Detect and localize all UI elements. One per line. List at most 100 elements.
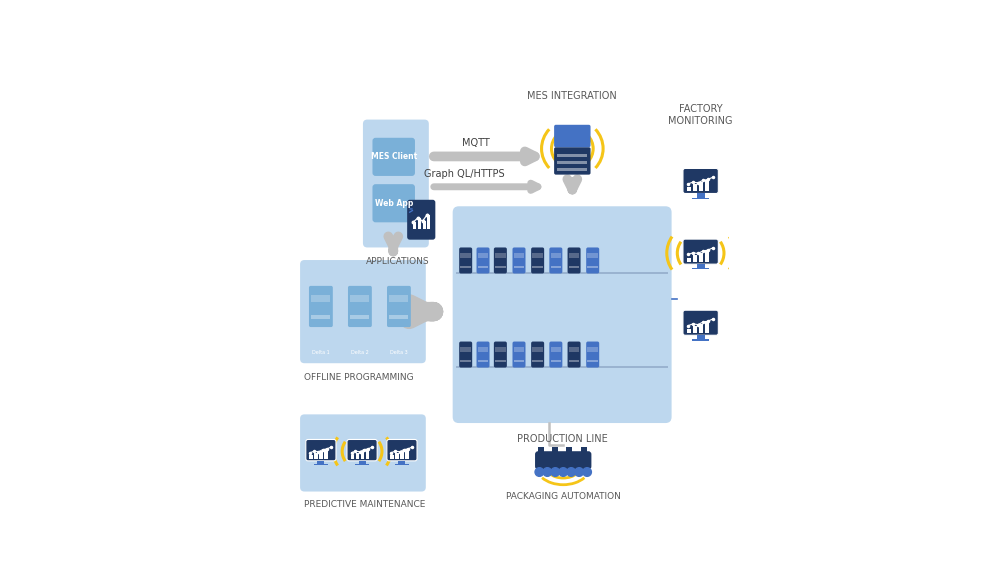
Bar bbox=[317, 461, 324, 464]
FancyBboxPatch shape bbox=[531, 248, 544, 274]
FancyBboxPatch shape bbox=[309, 286, 333, 327]
Bar bbox=[514, 347, 524, 352]
Bar bbox=[693, 326, 697, 333]
FancyBboxPatch shape bbox=[549, 248, 562, 274]
Bar bbox=[495, 347, 506, 352]
FancyBboxPatch shape bbox=[512, 342, 526, 368]
Bar bbox=[687, 258, 691, 262]
Text: PREDICTIVE MAINTENANCE: PREDICTIVE MAINTENANCE bbox=[304, 500, 425, 509]
Bar bbox=[514, 266, 524, 269]
Bar bbox=[705, 321, 709, 333]
Bar bbox=[427, 215, 430, 229]
Bar bbox=[569, 360, 579, 363]
Bar bbox=[324, 449, 328, 459]
FancyBboxPatch shape bbox=[535, 451, 591, 470]
Bar bbox=[366, 449, 369, 459]
Bar bbox=[361, 452, 364, 459]
Bar bbox=[395, 464, 409, 466]
FancyBboxPatch shape bbox=[407, 200, 435, 240]
Bar bbox=[395, 453, 399, 459]
Bar bbox=[538, 448, 544, 461]
FancyBboxPatch shape bbox=[372, 184, 415, 222]
FancyBboxPatch shape bbox=[554, 147, 591, 175]
Bar bbox=[692, 269, 709, 270]
Bar bbox=[699, 182, 703, 191]
Bar bbox=[566, 448, 572, 461]
Bar bbox=[460, 360, 471, 363]
Bar bbox=[587, 266, 598, 269]
FancyBboxPatch shape bbox=[387, 286, 411, 327]
Bar bbox=[495, 360, 506, 363]
FancyBboxPatch shape bbox=[586, 248, 599, 274]
Circle shape bbox=[543, 468, 552, 476]
Bar bbox=[552, 448, 558, 461]
Bar bbox=[557, 154, 587, 157]
FancyBboxPatch shape bbox=[300, 260, 426, 363]
Bar bbox=[478, 253, 488, 258]
Bar bbox=[351, 455, 354, 459]
Bar bbox=[356, 453, 359, 459]
Bar bbox=[350, 295, 369, 302]
Bar bbox=[413, 222, 416, 229]
Bar bbox=[460, 347, 471, 352]
FancyBboxPatch shape bbox=[459, 342, 472, 368]
Bar bbox=[532, 360, 543, 363]
Text: PACKAGING AUTOMATION: PACKAGING AUTOMATION bbox=[506, 493, 621, 502]
Circle shape bbox=[535, 468, 544, 476]
FancyBboxPatch shape bbox=[683, 168, 718, 194]
Bar bbox=[705, 180, 709, 191]
Bar bbox=[319, 452, 323, 459]
Bar bbox=[551, 347, 561, 352]
Bar bbox=[532, 347, 543, 352]
FancyBboxPatch shape bbox=[372, 138, 415, 176]
Bar bbox=[314, 464, 328, 466]
Bar bbox=[355, 464, 369, 466]
FancyBboxPatch shape bbox=[300, 414, 426, 491]
FancyBboxPatch shape bbox=[387, 440, 417, 461]
Circle shape bbox=[567, 468, 576, 476]
Bar bbox=[390, 455, 394, 459]
Text: APPLICATIONS: APPLICATIONS bbox=[366, 257, 430, 266]
FancyBboxPatch shape bbox=[568, 248, 581, 274]
Bar bbox=[587, 253, 598, 258]
Bar bbox=[692, 339, 709, 341]
Text: Delta 2: Delta 2 bbox=[351, 350, 369, 355]
Bar bbox=[423, 221, 426, 229]
Bar bbox=[532, 266, 543, 269]
FancyBboxPatch shape bbox=[453, 206, 672, 423]
Bar bbox=[495, 266, 506, 269]
FancyBboxPatch shape bbox=[512, 248, 526, 274]
FancyBboxPatch shape bbox=[568, 342, 581, 368]
Bar bbox=[405, 449, 409, 459]
Bar bbox=[557, 161, 587, 164]
Circle shape bbox=[559, 468, 568, 476]
Bar bbox=[460, 253, 471, 258]
Bar bbox=[569, 347, 579, 352]
Text: Delta 1: Delta 1 bbox=[312, 350, 330, 355]
Bar bbox=[692, 198, 709, 199]
Text: FACTORY
MONITORING: FACTORY MONITORING bbox=[668, 104, 733, 126]
Bar bbox=[418, 218, 421, 229]
Bar bbox=[705, 251, 709, 262]
Bar bbox=[311, 295, 330, 302]
FancyBboxPatch shape bbox=[531, 342, 544, 368]
Text: Web App: Web App bbox=[375, 199, 413, 208]
FancyBboxPatch shape bbox=[459, 248, 472, 274]
FancyBboxPatch shape bbox=[363, 119, 429, 248]
Bar bbox=[699, 253, 703, 262]
Bar bbox=[311, 315, 330, 319]
Text: MES INTEGRATION: MES INTEGRATION bbox=[527, 91, 617, 101]
Circle shape bbox=[575, 468, 583, 476]
FancyBboxPatch shape bbox=[554, 125, 591, 147]
Circle shape bbox=[583, 468, 591, 476]
Bar bbox=[400, 452, 404, 459]
FancyBboxPatch shape bbox=[586, 342, 599, 368]
Bar bbox=[697, 264, 705, 269]
FancyBboxPatch shape bbox=[549, 342, 562, 368]
Text: MQTT: MQTT bbox=[462, 138, 490, 148]
Bar bbox=[460, 266, 471, 269]
FancyBboxPatch shape bbox=[477, 248, 490, 274]
Bar bbox=[693, 185, 697, 191]
FancyBboxPatch shape bbox=[477, 342, 490, 368]
Bar bbox=[389, 295, 408, 302]
